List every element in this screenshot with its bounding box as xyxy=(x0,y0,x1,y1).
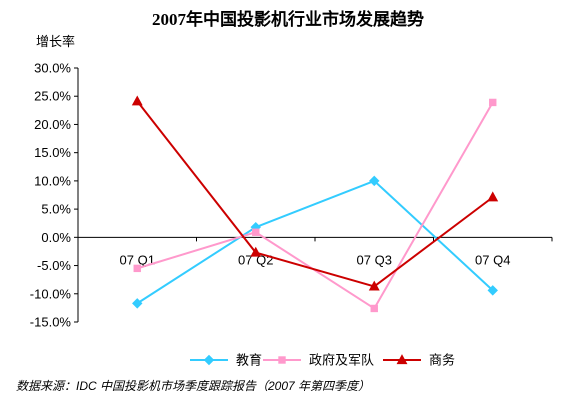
series-1 xyxy=(133,98,497,313)
legend-item: 商务 xyxy=(383,353,455,368)
x-tick-label: 07 Q3 xyxy=(357,252,392,267)
series-layer xyxy=(131,95,499,313)
chart-title: 2007年中国投影机行业市场发展趋势 xyxy=(152,9,424,29)
y-axis-label: 增长率 xyxy=(36,34,75,49)
data-point xyxy=(369,175,380,187)
source-note: 数据来源：IDC 中国投影机市场季度跟踪报告（2007 年第四季度） xyxy=(16,379,370,393)
y-tick-label: -10.0% xyxy=(30,286,72,301)
data-point xyxy=(487,285,498,296)
series-0 xyxy=(132,175,498,309)
legend-marker xyxy=(396,354,408,365)
data-point xyxy=(131,95,143,106)
legend: 教育 政府及军队 商务 xyxy=(190,353,455,368)
data-point xyxy=(489,98,497,107)
y-tick-label: 20.0% xyxy=(34,117,71,132)
y-tick-label: -15.0% xyxy=(30,315,72,330)
series-2 xyxy=(131,95,499,291)
data-point xyxy=(132,298,143,309)
series-line xyxy=(136,100,494,288)
data-point xyxy=(487,191,499,202)
legend-item: 教育 xyxy=(190,353,262,368)
series-line xyxy=(136,179,494,305)
legend-item: 政府及军队 xyxy=(263,353,374,368)
y-tick-label: -5.0% xyxy=(37,258,71,273)
y-tick-label: 30.0% xyxy=(34,61,71,76)
data-point xyxy=(370,304,378,313)
series-line xyxy=(136,101,494,310)
legend-label: 政府及军队 xyxy=(309,353,374,368)
x-tick-label: 07 Q4 xyxy=(475,252,510,267)
y-tick-label: 5.0% xyxy=(41,202,71,217)
y-tick-label: 0.0% xyxy=(41,230,71,245)
legend-label: 教育 xyxy=(236,353,262,368)
legend-label: 商务 xyxy=(429,353,455,368)
data-point xyxy=(252,228,260,236)
legend-marker xyxy=(203,354,215,366)
data-point xyxy=(368,280,380,291)
y-tick-label: 15.0% xyxy=(34,145,71,160)
data-point xyxy=(250,246,262,257)
axes: 30.0% 25.0% 20.0% 15.0% 10.0% 5.0% 0.0% -5.0% -1… xyxy=(30,61,553,330)
data-point xyxy=(133,264,141,273)
x-tick-label: 07 Q1 xyxy=(120,252,155,267)
legend-marker xyxy=(278,356,286,364)
y-tick-label: 10.0% xyxy=(34,173,71,188)
y-tick-label: 25.0% xyxy=(34,89,71,104)
